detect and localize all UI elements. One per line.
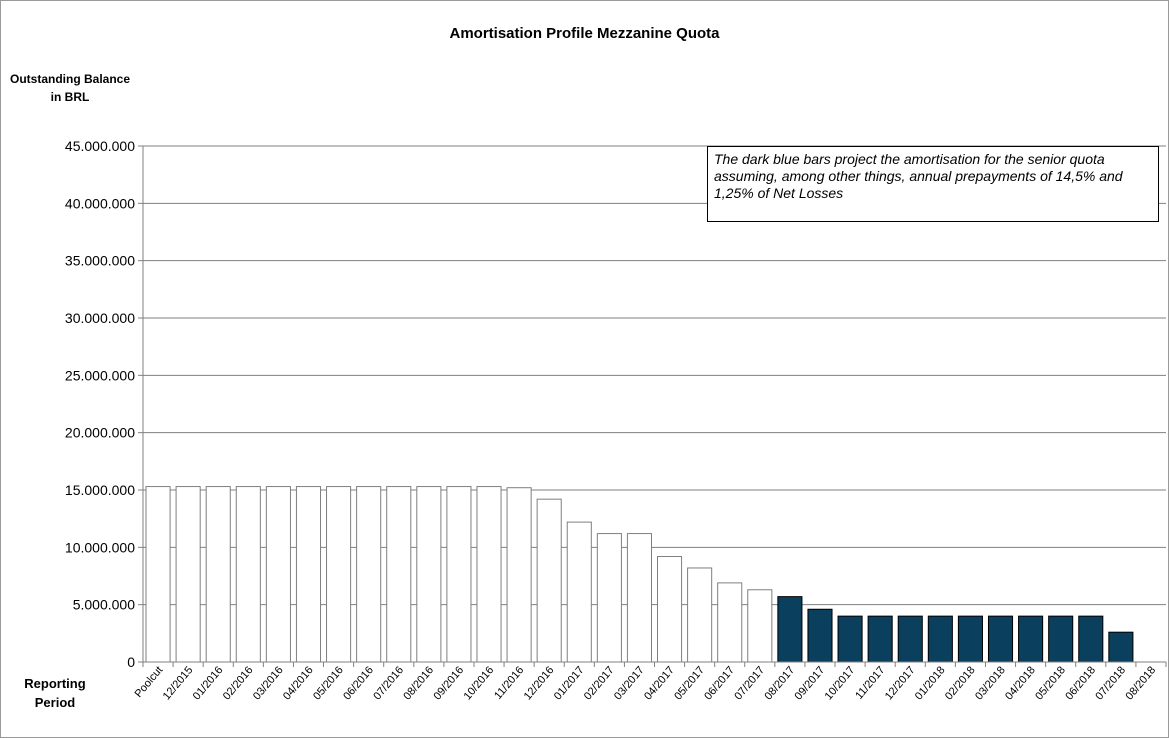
bar-projected	[1108, 631, 1134, 663]
bar-actual	[175, 486, 201, 663]
x-tick-label: 02/2016	[221, 664, 256, 702]
bar-actual	[295, 486, 322, 663]
bar-projected	[807, 608, 833, 663]
x-tick-label: 04/2017	[642, 664, 677, 702]
x-tick-label: 03/2017	[612, 664, 647, 702]
y-tick-label: 20.000.000	[65, 425, 135, 441]
bar-actual	[205, 486, 231, 663]
bar-actual	[747, 589, 773, 663]
x-tick-label: 08/2017	[762, 664, 797, 702]
axes	[138, 145, 1167, 667]
bar-projected	[837, 615, 863, 663]
y-tick-label: 35.000.000	[65, 253, 135, 269]
x-tick-label: 07/2018	[1093, 664, 1128, 702]
x-tick-label: 10/2016	[462, 664, 497, 702]
x-tick-label: 05/2016	[311, 664, 346, 702]
bar-actual	[596, 533, 622, 663]
y-tick-label: 5.000.000	[73, 597, 135, 613]
bar-projected	[1018, 615, 1044, 663]
y-tick-label: 0	[127, 654, 135, 670]
x-tick-label: 08/2016	[401, 664, 436, 702]
bar-actual	[145, 486, 171, 663]
x-tick-label: 08/2018	[1124, 664, 1159, 702]
bar-actual	[687, 567, 713, 663]
bar-projected	[777, 596, 803, 663]
chart-title: Amortisation Profile Mezzanine Quota	[449, 25, 720, 42]
bar-actual	[446, 486, 472, 663]
x-tick-label: 10/2017	[823, 664, 858, 702]
x-tick-label: 06/2018	[1063, 664, 1098, 702]
annotation-box: The dark blue bars project the amortisat…	[707, 146, 1159, 222]
y-tick-labels: 0 5.000.000 10.000.000 15.000.000 20.000.000…	[65, 138, 135, 670]
bar-actual	[356, 486, 382, 663]
y-tick-label: 45.000.000	[65, 138, 135, 154]
x-tick-label: 04/2018	[1003, 664, 1038, 702]
x-tick-label: 05/2017	[672, 664, 707, 702]
bar-actual	[717, 582, 743, 663]
x-tick-label: 09/2016	[431, 664, 466, 702]
x-tick-label: 03/2016	[251, 664, 286, 702]
bar-actual	[626, 533, 652, 663]
x-tick-label: 05/2018	[1033, 664, 1068, 702]
bar-actual	[657, 556, 683, 663]
bar-projected	[1078, 615, 1104, 663]
x-tick-label: 12/2015	[161, 664, 196, 702]
bar-actual	[506, 487, 532, 663]
x-tick-label: 04/2016	[281, 664, 316, 702]
y-tick-label: 30.000.000	[65, 310, 135, 326]
x-tick-label: 02/2018	[943, 664, 978, 702]
y-tick-label: 40.000.000	[65, 195, 135, 211]
y-axis-label: Outstanding Balance in BRL	[9, 72, 131, 104]
x-tick-label: 07/2017	[732, 664, 767, 702]
x-tick-label: 01/2018	[913, 664, 948, 702]
bar-projected	[867, 615, 893, 663]
bar-projected	[927, 615, 953, 663]
bar-actual	[566, 521, 592, 663]
bar-actual	[536, 498, 562, 663]
x-tick-label: 02/2017	[582, 664, 617, 702]
x-tick-label: 06/2017	[702, 664, 737, 702]
x-tick-label: 12/2017	[883, 664, 918, 702]
y-tick-label: 10.000.000	[65, 539, 135, 555]
x-tick-label: 01/2016	[191, 664, 226, 702]
bar-projected	[987, 615, 1014, 663]
y-tick-label: 15.000.000	[65, 482, 135, 498]
bar-actual	[265, 486, 291, 663]
x-axis-label: Reporting Period	[24, 676, 86, 710]
x-tick-label: 09/2017	[793, 664, 828, 702]
bar-actual	[416, 486, 442, 663]
bar-projected	[897, 615, 923, 663]
bars	[145, 486, 1134, 663]
x-tick-label: 01/2017	[552, 664, 587, 702]
bar-actual	[326, 486, 352, 663]
y-tick-label: 25.000.000	[65, 367, 135, 383]
x-tick-label: 11/2017	[853, 664, 887, 702]
x-tick-label: 03/2018	[973, 664, 1008, 702]
x-tick-labels: Poolcut12/201501/201602/201603/201604/20…	[133, 664, 1159, 702]
bar-projected	[957, 615, 983, 663]
x-tick-label: 07/2016	[371, 664, 406, 702]
x-tick-label: 06/2016	[341, 664, 376, 702]
x-tick-label: 12/2016	[522, 664, 557, 702]
x-tick-label: 11/2016	[492, 664, 526, 702]
bar-actual	[386, 486, 412, 663]
bar-actual	[476, 486, 502, 663]
bar-actual	[235, 486, 261, 663]
bar-projected	[1048, 615, 1074, 663]
